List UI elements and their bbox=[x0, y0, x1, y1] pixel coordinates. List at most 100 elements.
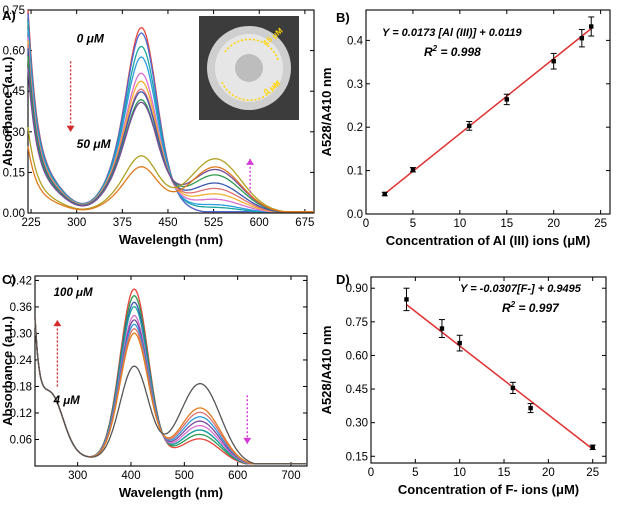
x-tick-label: 525 bbox=[204, 217, 223, 229]
x-tick-label: 10 bbox=[453, 218, 466, 230]
x-axis-label: Wavelength (nm) bbox=[119, 232, 223, 247]
x-tick-label: 0 bbox=[363, 218, 369, 230]
x-tick-label: 600 bbox=[250, 217, 269, 229]
data-point bbox=[589, 24, 594, 29]
y-tick-label: 0.45 bbox=[3, 86, 25, 98]
x-tick-label: 450 bbox=[158, 217, 177, 229]
y-tick-label: 0.15 bbox=[346, 451, 368, 463]
y-tick-label: 0.3 bbox=[347, 79, 363, 91]
y-axis-label: A528/A410 nm bbox=[319, 68, 334, 157]
x-tick-label: 0 bbox=[368, 467, 374, 479]
y-axis-label: Absorbance (a.u.) bbox=[0, 57, 15, 167]
x-tick-label: 15 bbox=[498, 467, 511, 479]
panel-label: C) bbox=[2, 272, 16, 287]
y-tick-label: 0.60 bbox=[346, 350, 368, 362]
x-tick-label: 700 bbox=[281, 470, 300, 482]
dashed-arc-top bbox=[224, 38, 279, 61]
concentration-label: 0 μM bbox=[77, 31, 105, 45]
panel-a-chart: 225 300 375 450 525 600 675 0.00 0.15 0.30 0.45 0.6… bbox=[0, 5, 315, 247]
fit-equation: Y = 0.0173 [Al (III)] + 0.0119 bbox=[382, 27, 522, 39]
data-point bbox=[579, 36, 585, 41]
x-tick-label: 375 bbox=[113, 217, 132, 229]
x-tick-label: 400 bbox=[121, 470, 140, 482]
spectrum-line bbox=[34, 317, 307, 465]
data-point bbox=[551, 59, 556, 64]
x-tick-label: 20 bbox=[542, 467, 555, 479]
fit-equation: Y = -0.0307[F-] + 0.9495 bbox=[460, 283, 582, 295]
plot-frame bbox=[370, 276, 607, 464]
x-tick-label: 5 bbox=[412, 467, 418, 479]
x-axis-label: Wavelength (nm) bbox=[119, 485, 223, 500]
x-tick-label: 600 bbox=[228, 470, 247, 482]
trend-arrow-head bbox=[243, 437, 252, 444]
trend-arrow-head bbox=[53, 320, 62, 327]
data-point bbox=[457, 340, 462, 346]
r-squared: R2 = 0.998 bbox=[424, 44, 481, 59]
x-tick-label: 25 bbox=[594, 218, 607, 230]
spectrum-line bbox=[27, 127, 314, 213]
y-axis-label: A528/A410 nm bbox=[319, 326, 334, 415]
y-tick-label: 0.75 bbox=[3, 5, 25, 17]
y-tick-label: 0.24 bbox=[10, 355, 33, 367]
x-tick-label: 225 bbox=[21, 217, 40, 229]
y-tick-label: 0.0 bbox=[347, 209, 363, 221]
plot-frame bbox=[34, 275, 308, 467]
data-point bbox=[404, 297, 409, 302]
r-squared-value: = 0.998 bbox=[437, 45, 481, 59]
y-tick-label: 0.12 bbox=[10, 408, 32, 420]
concentration-label: 50 μM bbox=[77, 137, 112, 151]
data-point bbox=[528, 405, 533, 411]
concentration-label: 100 μM bbox=[54, 287, 93, 299]
y-tick-label: 0.75 bbox=[346, 317, 368, 329]
rack-center bbox=[235, 54, 263, 82]
y-tick-label: 0.42 bbox=[10, 275, 32, 287]
spectrum-line bbox=[27, 146, 314, 213]
y-tick-label: 0.30 bbox=[346, 418, 368, 430]
x-tick-label: 25 bbox=[586, 467, 599, 479]
data-point bbox=[410, 167, 416, 172]
y-tick-label: 0.15 bbox=[3, 167, 25, 179]
y-tick-label: 0.00 bbox=[3, 208, 25, 220]
x-axis-label: Concentration of F- ions (μM) bbox=[398, 482, 579, 497]
panel-c-chart: 300 400 500 600 700 0.06 0.12 0.18 0.24 0.30 0.36 0… bbox=[0, 272, 308, 500]
trend-arrow-head bbox=[246, 158, 255, 165]
data-point bbox=[467, 123, 472, 129]
y-tick-label: 0.45 bbox=[346, 384, 368, 396]
concentration-label: 4 μM bbox=[53, 395, 81, 407]
dashed-arc-bottom bbox=[221, 79, 279, 102]
y-tick-label: 0.30 bbox=[10, 328, 32, 340]
panel-d-chart: 0 5 10 15 20 25 0.15 0.30 0.45 0.60 0.75 0.90D) Y = … bbox=[319, 272, 607, 497]
y-tick-label: 0.36 bbox=[10, 302, 32, 314]
x-tick-label: 5 bbox=[410, 218, 416, 230]
y-axis-label: Absorbance (a.u.) bbox=[0, 316, 15, 426]
panel-label: D) bbox=[336, 272, 350, 287]
x-tick-label: 10 bbox=[453, 467, 466, 479]
data-point bbox=[590, 445, 595, 450]
x-tick-label: 15 bbox=[500, 218, 513, 230]
y-tick-label: 0.4 bbox=[347, 35, 364, 47]
panel-b-chart: 0 5 10 15 20 25 0.0 0.1 0.2 0.3 0.4 B) Y = 0.0173 [A… bbox=[319, 9, 611, 248]
inset-photo: 15 μM 0 μM bbox=[199, 16, 299, 120]
panel-label: A) bbox=[2, 8, 16, 23]
plot-frame bbox=[365, 9, 611, 215]
data-point bbox=[382, 191, 387, 197]
y-tick-label: 0.30 bbox=[3, 127, 25, 139]
y-tick-label: 0.06 bbox=[10, 434, 32, 446]
spectrum-line bbox=[34, 317, 307, 465]
data-point bbox=[510, 385, 516, 391]
y-tick-label: 0.2 bbox=[347, 122, 363, 134]
y-tick-label: 0.90 bbox=[346, 283, 368, 295]
x-axis-label: Concentration of Al (III) ions (μM) bbox=[386, 233, 591, 248]
data-point bbox=[439, 326, 445, 331]
r-squared-exponent: 2 bbox=[510, 300, 516, 309]
y-tick-label: 0.60 bbox=[3, 46, 25, 58]
trend-arrow-head bbox=[66, 125, 75, 132]
y-tick-label: 0.1 bbox=[347, 166, 363, 178]
r-squared: R2 = 0.997 bbox=[502, 300, 560, 315]
r-squared-exponent: 2 bbox=[432, 44, 438, 53]
x-tick-label: 500 bbox=[175, 470, 194, 482]
x-tick-label: 20 bbox=[547, 218, 560, 230]
plot-frame bbox=[27, 9, 315, 214]
data-point bbox=[504, 97, 509, 102]
